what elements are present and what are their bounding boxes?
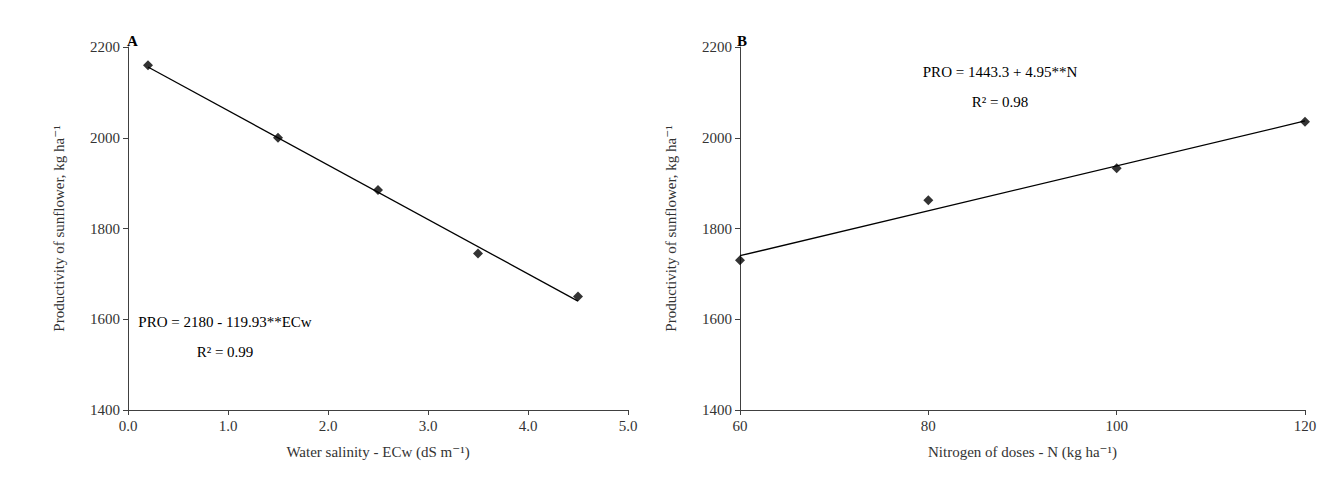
svg-text:60: 60 [733,418,748,434]
svg-text:5.0: 5.0 [619,418,638,434]
svg-text:1600: 1600 [90,311,120,327]
svg-text:100: 100 [1105,418,1128,434]
svg-text:Productivity of sunflower, kg: Productivity of sunflower, kg ha⁻¹ [663,125,679,331]
svg-text:R² = 0.98: R² = 0.98 [972,94,1029,110]
svg-text:1800: 1800 [90,221,120,237]
svg-text:Water salinity - ECw (dS m⁻¹): Water salinity - ECw (dS m⁻¹) [286,444,469,461]
svg-text:PRO = 1443.3 + 4.95**N: PRO = 1443.3 + 4.95**N [923,64,1078,80]
svg-text:Nitrogen of doses - N (kg ha⁻¹: Nitrogen of doses - N (kg ha⁻¹) [928,444,1117,461]
svg-text:2200: 2200 [702,39,732,55]
svg-text:2200: 2200 [90,39,120,55]
svg-text:2.0: 2.0 [319,418,338,434]
svg-text:120: 120 [1294,418,1317,434]
svg-text:80: 80 [921,418,936,434]
svg-text:R² = 0.99: R² = 0.99 [197,344,254,360]
svg-text:1.0: 1.0 [219,418,238,434]
svg-text:1400: 1400 [90,402,120,418]
svg-text:0.0: 0.0 [119,418,138,434]
svg-text:2000: 2000 [90,130,120,146]
svg-text:A: A [127,33,138,49]
svg-text:3.0: 3.0 [419,418,438,434]
svg-text:2000: 2000 [702,130,732,146]
svg-text:4.0: 4.0 [519,418,538,434]
svg-text:1800: 1800 [702,221,732,237]
svg-text:1400: 1400 [702,402,732,418]
svg-text:PRO = 2180 - 119.93**ECw: PRO = 2180 - 119.93**ECw [138,314,311,330]
svg-text:1600: 1600 [702,311,732,327]
svg-text:B: B [737,33,747,49]
svg-text:Productivity of sunflower, kg: Productivity of sunflower, kg ha⁻¹ [51,125,67,331]
